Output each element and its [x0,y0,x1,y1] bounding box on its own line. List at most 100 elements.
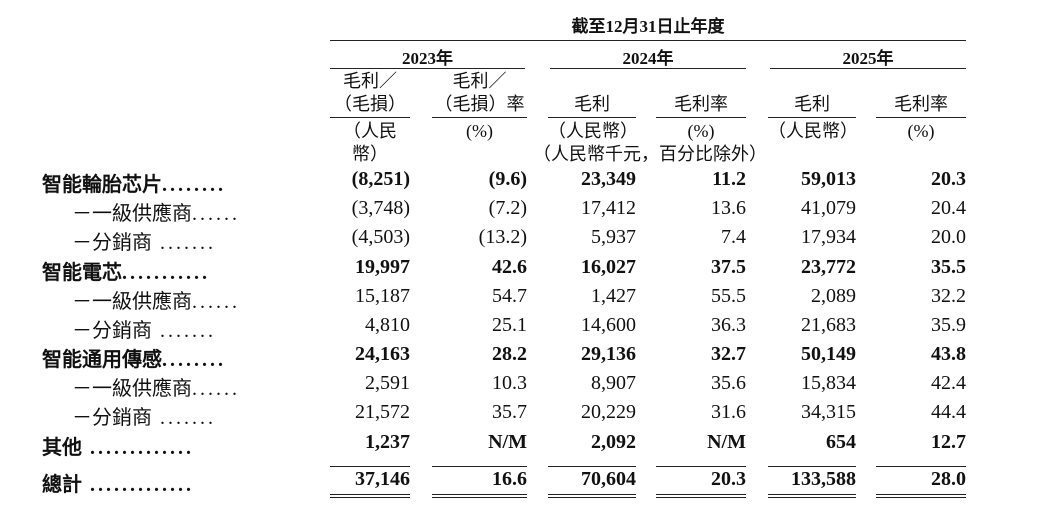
col-header-unit: (%) [687,121,715,141]
col-header-line1: 毛利／ [452,71,507,91]
table-cell: 35.9 [931,314,966,336]
table-cell: (8,251) [351,168,410,190]
table-cell: 35.5 [931,256,966,278]
table-cell: 2,089 [811,285,856,307]
row-label-text: －分銷商 [72,232,152,254]
col-header-line2: 毛利 [574,94,610,114]
col-rule [432,117,527,118]
table-cell: 31.6 [711,401,746,423]
row-label: －一級供應商...... [72,285,240,314]
row-label-text: 總計 [42,474,82,496]
year-header-2023: 2023年 [402,49,453,68]
table-cell: (3,748) [351,197,410,219]
total-rule-bottom [548,494,636,495]
row-label-text: 智能通用傳感 [42,349,162,371]
total-rule-top [768,466,856,467]
table-cell: 20.4 [931,197,966,219]
leader-dots: ....... [152,320,216,342]
table-cell: 8,907 [591,372,636,394]
col-rule [768,117,856,118]
table-cell: 23,772 [801,256,856,278]
table-cell: 15,834 [801,372,856,394]
table-cell: 15,187 [355,285,410,307]
leader-dots: ........ [162,349,226,371]
leader-dots: ...... [192,203,240,225]
table-cell: 25.1 [492,314,527,336]
col-header-line2: （毛損）率 [434,94,525,114]
table-cell: 36.3 [711,314,746,336]
row-label-text: 其他 [42,437,82,459]
col-header-line2: （毛損） [334,94,406,114]
row-label: 智能輪胎芯片........ [42,168,226,197]
col-header-line2: 毛利 [794,94,830,114]
table-cell: 133,588 [791,468,856,490]
table-cell: 20,229 [581,401,636,423]
table-cell: 1,237 [365,431,410,453]
table-cell: 35.6 [711,372,746,394]
total-rule-bottom-2 [548,497,636,498]
col-header-unit: (%) [466,121,493,141]
table-cell: 23,349 [581,168,636,190]
table-cell: 654 [826,431,856,453]
leader-dots: ............. [82,437,194,459]
total-rule-bottom-2 [330,497,410,498]
year-rule-2025 [770,68,966,69]
table-cell: 28.0 [931,468,966,490]
total-rule-top [656,466,746,467]
total-rule-bottom [768,494,856,495]
total-rule-bottom-2 [432,497,527,498]
row-label: －一級供應商...... [72,372,240,401]
period-header: 截至12月31日止年度 [571,17,725,36]
total-rule-bottom [432,494,527,495]
row-label: －分銷商 ....... [72,401,216,430]
table-cell: 1,427 [591,285,636,307]
col-rule [548,117,636,118]
total-rule-top [330,466,410,467]
col-header-unit: （人民幣） [548,121,638,141]
table-cell: 5,937 [591,226,636,248]
table-cell: N/M [707,431,746,453]
table-cell: 12.7 [931,431,966,453]
col-header-unit: (%) [907,121,935,141]
table-cell: 16.6 [492,468,527,490]
col-rule [876,117,966,118]
leader-dots: ...... [192,291,240,313]
year-header-2025: 2025年 [842,49,894,68]
table-cell: 20.3 [711,468,746,490]
table-cell: (7.2) [488,197,527,219]
col-rule [330,117,410,118]
table-cell: 7.4 [721,226,746,248]
table-cell: 42.6 [492,256,527,278]
row-label: 其他 ............. [42,431,194,460]
table-cell: 24,163 [355,343,410,365]
col-header-unit: （人民幣） [768,121,858,141]
unit-note: （人民幣千元，百分比除外） [533,144,767,164]
row-label: －分銷商 ....... [72,226,216,255]
total-rule-bottom-2 [656,497,746,498]
year-rule-2024 [550,68,746,69]
leader-dots: ...... [192,378,240,400]
table-cell: 29,136 [581,343,636,365]
table-cell: 2,092 [591,431,636,453]
leader-dots: ........... [122,262,210,284]
row-label: 智能通用傳感........ [42,343,226,372]
table-cell: 37.5 [711,256,746,278]
table-cell: 44.4 [931,401,966,423]
year-rule-2023 [330,68,525,69]
table-cell: (9.6) [488,168,527,190]
col-header-unit: （人民幣） [343,121,397,164]
table-cell: 2,591 [365,372,410,394]
col-header-line2: 毛利率 [674,94,728,114]
total-rule-top [876,466,966,467]
table-cell: 17,412 [581,197,636,219]
leader-dots: ....... [152,232,216,254]
total-rule-bottom-2 [768,497,856,498]
col-header-line1: 毛利／ [343,71,397,91]
col-header-line2: 毛利率 [894,94,948,114]
row-label: －一級供應商...... [72,197,240,226]
total-rule-bottom [330,494,410,495]
leader-dots: ....... [152,407,216,429]
table-cell: 55.5 [711,285,746,307]
table-cell: 13.6 [711,197,746,219]
table-cell: 10.3 [492,372,527,394]
